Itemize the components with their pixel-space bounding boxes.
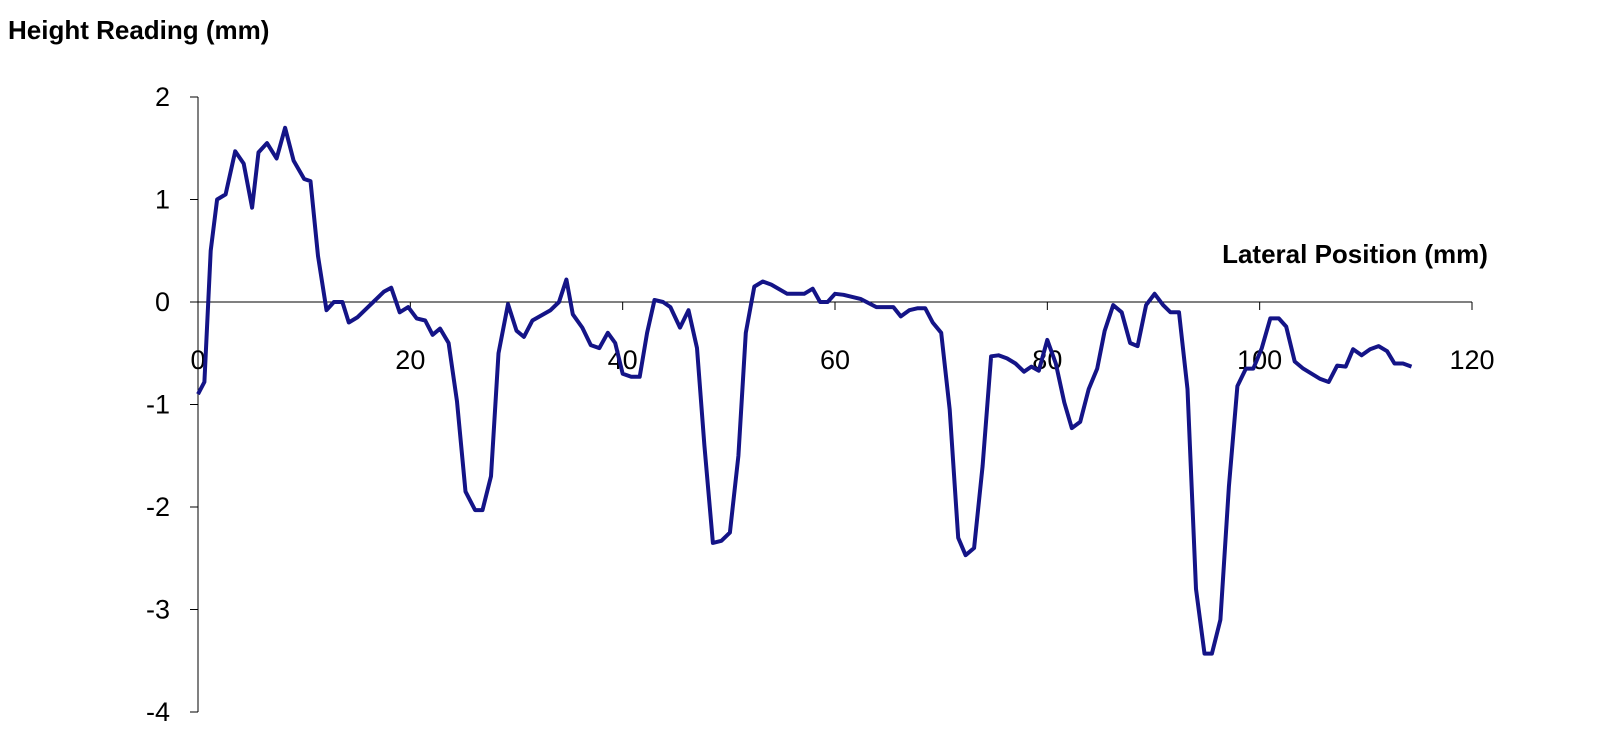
- y-tick-label: -2: [146, 492, 170, 522]
- y-tick-label: 1: [155, 185, 170, 215]
- y-tick-label: -1: [146, 390, 170, 420]
- data-line: [196, 125, 1413, 656]
- x-axis-title: Lateral Position (mm): [1222, 239, 1488, 269]
- x-tick-label: 20: [395, 345, 425, 375]
- y-tick-label: 2: [155, 82, 170, 112]
- y-tick-label: -4: [146, 697, 170, 727]
- x-tick-label: 60: [820, 345, 850, 375]
- y-tick-label: -3: [146, 595, 170, 625]
- x-tick-label: 0: [190, 345, 205, 375]
- y-tick-label: 0: [155, 287, 170, 317]
- y-axis-title: Height Reading (mm): [8, 15, 270, 45]
- x-tick-label: 120: [1449, 345, 1494, 375]
